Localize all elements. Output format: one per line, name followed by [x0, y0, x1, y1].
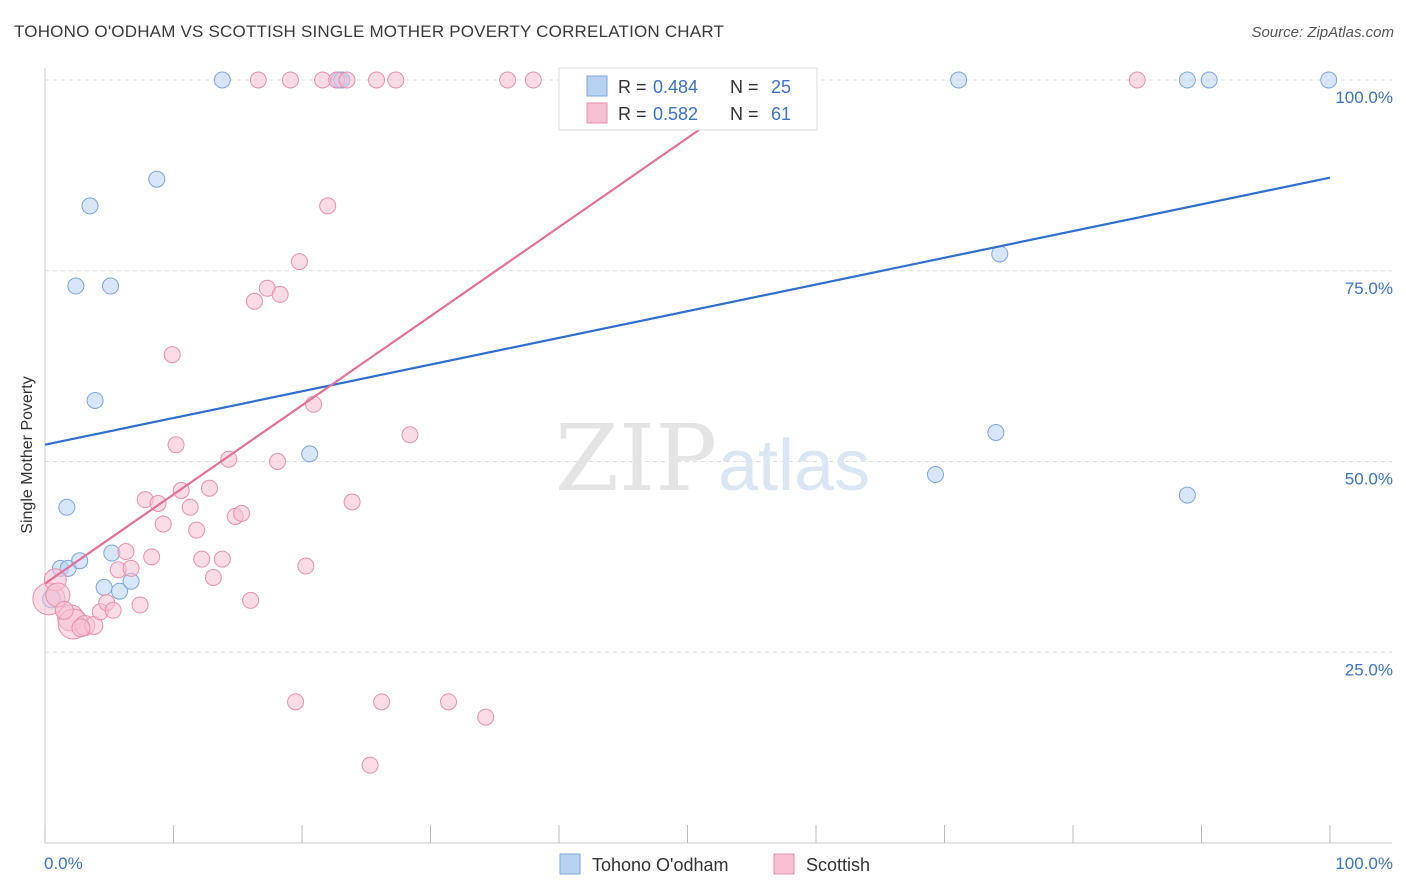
- data-point: [524, 71, 542, 89]
- data-point: [499, 71, 517, 89]
- data-point: [987, 424, 1005, 442]
- data-point: [67, 277, 85, 295]
- data-point: [338, 71, 356, 89]
- data-point: [71, 618, 91, 638]
- data-point: [1128, 71, 1146, 89]
- data-point: [249, 71, 267, 89]
- watermark: ZIP atlas: [555, 405, 870, 512]
- data-point: [188, 521, 206, 539]
- data-point: [117, 543, 135, 561]
- data-point: [1178, 71, 1196, 89]
- data-point: [181, 498, 199, 516]
- data-point: [167, 436, 185, 454]
- data-point: [387, 71, 405, 89]
- legend-r-label: R =: [618, 104, 647, 124]
- data-point: [368, 71, 386, 89]
- bottom-legend-label: Scottish: [806, 855, 870, 875]
- legend-swatch: [586, 75, 608, 97]
- y-tick-label: 75.0%: [1345, 279, 1393, 298]
- data-point: [301, 445, 319, 463]
- data-point: [58, 498, 76, 516]
- data-point: [242, 591, 260, 609]
- data-point: [81, 197, 99, 215]
- tick-labels: 25.0% 50.0% 75.0% 100.0% 0.0% 100.0%: [44, 88, 1393, 873]
- data-point: [122, 559, 140, 577]
- gridlines: [45, 79, 1392, 653]
- watermark-atlas: atlas: [718, 426, 870, 506]
- data-point: [54, 600, 74, 620]
- data-point: [111, 582, 129, 600]
- data-point: [102, 277, 120, 295]
- chart-title: TOHONO O'ODHAM VS SCOTTISH SINGLE MOTHER…: [14, 22, 725, 41]
- data-point: [245, 292, 263, 310]
- bottom-legend-swatch: [773, 853, 795, 875]
- legend-n-value: 25: [771, 77, 791, 97]
- data-point: [86, 391, 104, 409]
- data-point: [1200, 71, 1218, 89]
- data-point: [163, 346, 181, 364]
- x-tick-label: 100.0%: [1335, 854, 1393, 873]
- trendlines: [44, 79, 1331, 585]
- legend-r-value: 0.582: [653, 104, 698, 124]
- legend-r-value: 0.484: [653, 77, 698, 97]
- data-point: [104, 601, 122, 619]
- data-point: [477, 708, 495, 726]
- y-tick-label: 25.0%: [1345, 660, 1393, 679]
- data-point: [204, 568, 222, 586]
- data-point: [269, 453, 287, 470]
- legend: R = 0.484 N = 25 R = 0.582 N = 61: [558, 67, 818, 131]
- trendline: [44, 79, 772, 585]
- data-point: [95, 578, 113, 596]
- data-point: [343, 493, 361, 511]
- data-point: [213, 71, 231, 89]
- legend-swatch: [586, 102, 608, 124]
- data-point: [220, 450, 238, 468]
- data-point: [297, 557, 315, 575]
- data-point: [233, 504, 251, 522]
- y-tick-label: 100.0%: [1335, 88, 1393, 107]
- data-point: [319, 197, 337, 215]
- data-point: [290, 253, 308, 271]
- bottom-legend-swatch: [559, 853, 581, 875]
- data-point: [927, 465, 945, 483]
- data-point: [950, 71, 968, 89]
- data-points: [32, 71, 1338, 774]
- data-point: [200, 479, 218, 497]
- data-point: [361, 756, 379, 774]
- legend-n-label: N =: [730, 104, 759, 124]
- data-point: [271, 285, 289, 303]
- trendline: [44, 176, 1331, 446]
- source-label: Source: ZipAtlas.com: [1251, 24, 1394, 41]
- data-point: [148, 170, 166, 188]
- data-point: [154, 515, 172, 533]
- data-point: [213, 550, 231, 568]
- legend-r-label: R =: [618, 77, 647, 97]
- data-point: [439, 693, 457, 711]
- data-point: [193, 550, 211, 568]
- data-point: [373, 693, 391, 711]
- data-point: [287, 693, 305, 711]
- data-point: [143, 548, 161, 566]
- data-point: [401, 426, 419, 444]
- data-point: [281, 71, 299, 89]
- legend-n-label: N =: [730, 77, 759, 97]
- data-point: [314, 71, 332, 89]
- legend-n-value: 61: [771, 104, 791, 124]
- x-tick-label: 0.0%: [44, 854, 83, 873]
- y-tick-label: 50.0%: [1345, 470, 1393, 489]
- data-point: [103, 544, 121, 562]
- bottom-legend: Tohono O'odham Scottish: [559, 853, 870, 875]
- data-point: [131, 596, 149, 614]
- axes: [44, 68, 1392, 844]
- watermark-zip: ZIP: [555, 405, 717, 512]
- data-point: [305, 395, 323, 413]
- data-point: [1178, 486, 1196, 504]
- data-point: [1320, 71, 1338, 89]
- bottom-legend-label: Tohono O'odham: [592, 855, 729, 875]
